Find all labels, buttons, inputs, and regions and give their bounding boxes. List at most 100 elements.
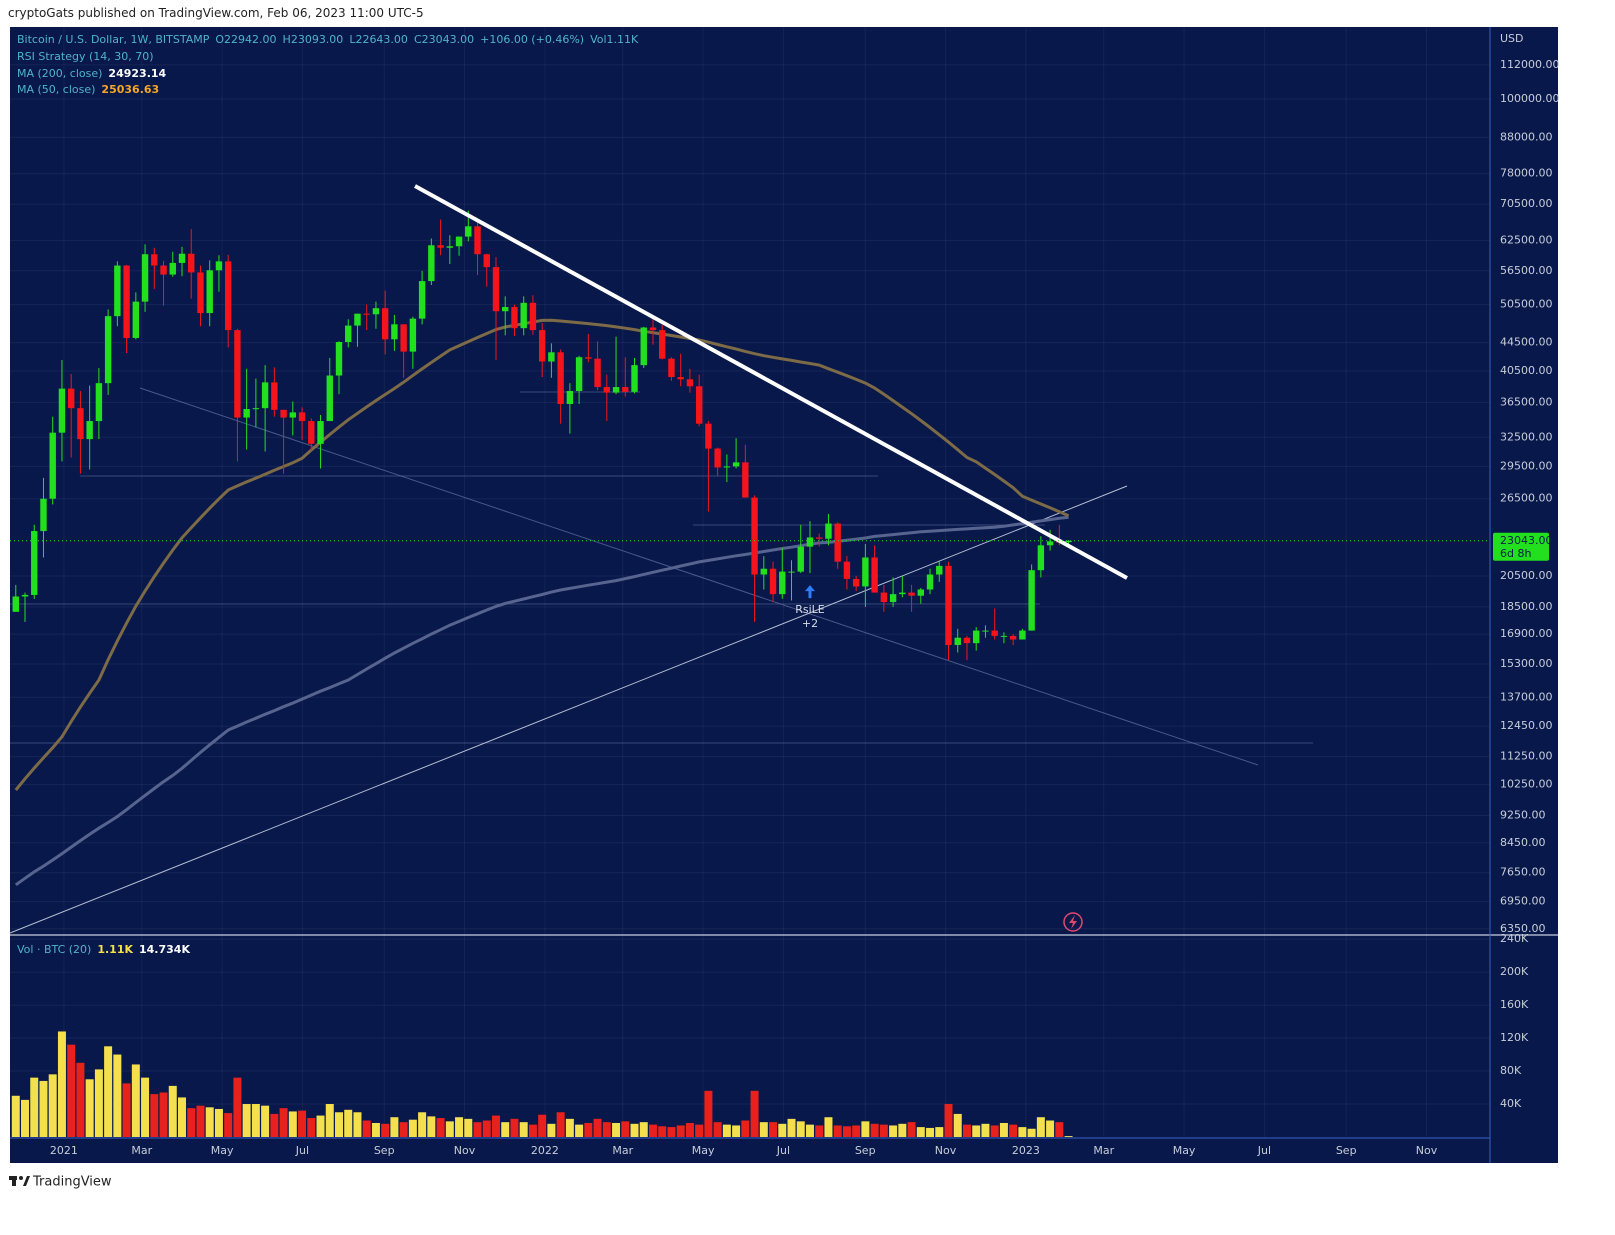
volume-bar xyxy=(787,1118,796,1137)
candle-body xyxy=(1019,630,1026,640)
candle-body xyxy=(298,412,306,422)
candle-body xyxy=(77,408,84,440)
last-price-box xyxy=(1493,532,1549,561)
candle-body xyxy=(151,254,158,266)
currency: USD xyxy=(1500,32,1524,45)
volume-bar xyxy=(593,1118,602,1137)
candle-body xyxy=(797,546,804,572)
ohlc-high: H23093.00 xyxy=(282,33,344,46)
volume-bar xyxy=(334,1112,343,1137)
logo-mark xyxy=(12,1176,16,1186)
volume-bar xyxy=(353,1112,362,1137)
y-tick-label: 16900.00 xyxy=(1500,627,1553,640)
volume-bar xyxy=(381,1123,390,1137)
candle-body xyxy=(215,261,223,271)
volume-bar xyxy=(344,1109,353,1137)
volume-bar xyxy=(362,1120,371,1137)
candle-body xyxy=(520,302,527,329)
candle-body xyxy=(723,466,731,468)
x-tick-label: Nov xyxy=(1416,1144,1438,1157)
vol-tick-label: 160K xyxy=(1500,998,1529,1011)
volume-bar xyxy=(602,1122,611,1137)
volume-bar xyxy=(224,1113,233,1137)
y-tick-label: 26500.00 xyxy=(1500,492,1553,505)
candle-body xyxy=(538,330,546,362)
x-tick-label: Nov xyxy=(454,1144,476,1157)
ma-line xyxy=(14,318,1070,791)
volume-bar xyxy=(575,1124,584,1137)
volume-bar xyxy=(953,1113,962,1137)
trend-line xyxy=(9,485,1128,934)
volume-bar xyxy=(990,1125,999,1137)
volume-bar xyxy=(307,1118,316,1137)
volume-bar xyxy=(501,1122,510,1137)
volume-bar xyxy=(205,1107,214,1137)
volume-bar xyxy=(464,1118,473,1137)
x-tick-label: 2021 xyxy=(50,1144,78,1157)
candle-body xyxy=(871,557,878,593)
volume-bar xyxy=(418,1112,427,1137)
volume-bar xyxy=(824,1117,833,1137)
volume-bar xyxy=(722,1124,731,1137)
candle-body xyxy=(197,272,204,314)
volume-bar xyxy=(695,1124,704,1137)
ohlc-open: O22942.00 xyxy=(215,33,277,46)
volume-bar xyxy=(704,1090,713,1137)
volume-bar xyxy=(445,1121,454,1137)
volume-bar xyxy=(94,1069,103,1137)
ma-line xyxy=(14,515,1069,887)
candle-body xyxy=(271,382,278,410)
volume: Vol1.11K xyxy=(590,33,639,46)
volume-bar xyxy=(67,1044,76,1137)
candle-body xyxy=(465,226,472,237)
candle-body xyxy=(86,421,93,440)
volume-bar xyxy=(861,1121,870,1137)
candle-body xyxy=(363,313,370,315)
x-tick-label: May xyxy=(692,1144,715,1157)
candle-body xyxy=(640,327,647,366)
candle-body xyxy=(760,568,768,575)
volume-bar xyxy=(408,1119,417,1137)
volume-bar xyxy=(325,1104,334,1137)
alert-icon[interactable] xyxy=(1063,912,1083,932)
y-tick-label: 70500.00 xyxy=(1500,197,1553,210)
candle-body xyxy=(991,630,998,636)
candle-body xyxy=(917,589,924,596)
candle-body xyxy=(206,270,213,314)
volume-bar xyxy=(113,1054,122,1137)
vol-tick-label: 240K xyxy=(1500,932,1529,945)
ma-name: MA (50, close) xyxy=(17,83,96,96)
volume-bar xyxy=(833,1125,842,1137)
candle-body xyxy=(335,342,343,376)
candle-body xyxy=(779,571,786,595)
volume-bar xyxy=(713,1122,722,1137)
volume-bar xyxy=(741,1120,750,1137)
x-tick-label: Sep xyxy=(855,1144,876,1157)
symbol: Bitcoin / U.S. Dollar, 1W, BITSTAMP xyxy=(17,33,210,46)
volume-bar xyxy=(1018,1127,1027,1137)
candle-body xyxy=(548,352,555,362)
volume-bar xyxy=(750,1090,759,1137)
candle-body xyxy=(862,557,869,587)
candle-body xyxy=(483,254,490,268)
vol-tick-label: 40K xyxy=(1500,1097,1522,1110)
volume-legend: Vol · BTC (20) 1.11K 14.734K xyxy=(17,943,190,956)
volume-bar xyxy=(944,1104,953,1137)
volume-bar xyxy=(815,1125,824,1137)
volume-bar xyxy=(556,1112,565,1137)
legend-row: RSI Strategy (14, 30, 70) xyxy=(17,50,154,63)
volume-bar xyxy=(935,1127,944,1137)
volume-bar xyxy=(972,1125,981,1137)
y-tick-label: 112000.00 xyxy=(1500,58,1560,71)
y-tick-label: 56500.00 xyxy=(1500,264,1553,277)
volume-bar xyxy=(732,1125,741,1137)
vol-tick-label: 120K xyxy=(1500,1031,1529,1044)
volume-bar xyxy=(436,1118,445,1137)
volume-bar xyxy=(852,1125,861,1137)
candle-body xyxy=(502,306,509,312)
candle-body xyxy=(1028,570,1035,631)
volume-bar xyxy=(685,1122,694,1137)
volume-bar xyxy=(1009,1124,1018,1137)
